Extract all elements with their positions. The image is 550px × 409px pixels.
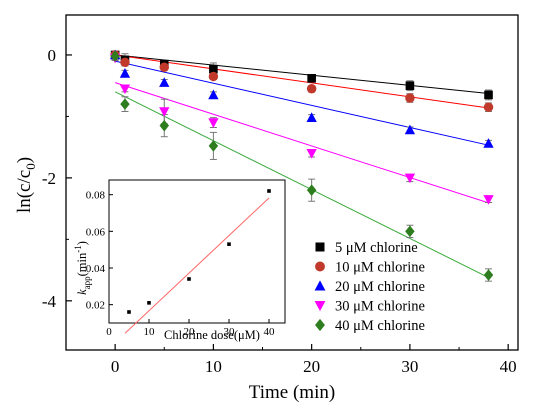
inset-y-tick-label: 0.08 <box>86 190 106 202</box>
fit-line-series-3 <box>115 60 489 146</box>
x-tick-label: 30 <box>401 357 418 376</box>
data-point-series-3 <box>483 138 494 148</box>
main-plot-frame <box>65 14 519 351</box>
inset-y-axis-title: kapp(min-1) <box>73 241 92 295</box>
data-point-series-2 <box>306 84 317 94</box>
inset-x-tick-label: 40 <box>264 326 276 338</box>
inset-data-point <box>227 242 231 246</box>
legend-label-1: 5 μM chlorine <box>335 240 418 256</box>
fit-line-series-2 <box>115 54 489 109</box>
legend-label-3: 20 μM chlorine <box>335 279 425 295</box>
legend-marker-2 <box>315 261 325 272</box>
data-point-series-4 <box>119 84 131 95</box>
inset-axis-ticks: 0 10 20 30 40 0.02 0.04 0.06 0.08 <box>86 190 275 338</box>
data-point-series-2 <box>120 57 130 68</box>
inset-y-tick-label: 0.02 <box>86 300 105 312</box>
fit-line-series-4 <box>114 82 489 204</box>
inset-x-axis-title: Chlorine dose(μM) <box>164 328 260 342</box>
x-tick-label: 10 <box>205 357 222 376</box>
inset-fit-line <box>124 197 270 334</box>
data-point-series-5 <box>120 98 130 110</box>
inset-x-tick-label: 0 <box>106 326 112 338</box>
legend-marker-1 <box>315 242 325 252</box>
data-point-series-3 <box>208 89 219 100</box>
data-point-series-3 <box>159 77 170 87</box>
inset-plot-frame <box>108 179 286 324</box>
inset-y-tick-label: 0.06 <box>86 226 106 238</box>
legend-marker-5 <box>315 318 325 332</box>
data-point-series-5 <box>159 119 169 132</box>
y-tick-label: 0 <box>48 46 57 65</box>
fit-line-series-5 <box>114 91 489 278</box>
data-point-series-1 <box>405 81 415 90</box>
main-fit-lines <box>114 54 489 278</box>
data-point-series-5 <box>483 269 494 281</box>
inset-chart: 0 10 20 30 40 0.02 0.04 0.06 0.08 Chlorine dose(… <box>73 179 286 342</box>
inset-x-tick-label: 10 <box>144 326 156 338</box>
data-point-series-1 <box>209 64 218 74</box>
data-point-series-5 <box>306 184 317 196</box>
data-point-series-2 <box>159 62 169 72</box>
inset-y-title-base: k <box>75 289 89 295</box>
inset-data-point <box>187 277 191 281</box>
data-point-series-1 <box>484 90 493 100</box>
data-point-series-4 <box>159 107 170 117</box>
inset-data-point <box>127 310 131 314</box>
data-point-series-5 <box>405 225 415 238</box>
x-tick-label: 20 <box>303 357 320 376</box>
legend-marker-4 <box>314 301 326 312</box>
data-point-series-2 <box>483 102 494 112</box>
legend-label-2: 10 μM chlorine <box>335 260 425 276</box>
data-point-series-3 <box>306 112 317 122</box>
data-point-series-2 <box>208 71 219 82</box>
data-point-series-5 <box>110 50 120 62</box>
inset-y-title-close: ) <box>75 241 89 245</box>
data-point-series-2 <box>405 93 415 103</box>
data-point-series-4 <box>483 195 494 205</box>
inset-y-tick-label: 0.04 <box>86 263 106 275</box>
data-point-series-4 <box>404 173 416 184</box>
legend-label-4: 30 μM chlorine <box>335 299 425 315</box>
inset-y-title-tail: (min <box>75 252 89 276</box>
data-point-series-4 <box>208 118 219 128</box>
inset-x-tick-label: 20 <box>184 326 196 338</box>
inset-data-point <box>147 301 151 305</box>
data-point-series-5 <box>208 140 219 152</box>
legend: 5 μM chlorine 10 μM chlorine 20 μM chlorin… <box>314 240 425 334</box>
legend-label-5: 40 μM chlorine <box>335 318 425 334</box>
x-axis-title: Time (min) <box>249 382 335 403</box>
inset-y-title-sup: -1 <box>73 245 83 253</box>
y-axis-title-base: ln(c/c <box>14 170 35 213</box>
y-tick-label: -4 <box>42 292 57 311</box>
data-point-series-4 <box>306 149 317 159</box>
y-axis-title-tail: ) <box>14 157 35 163</box>
inset-data-point <box>267 189 271 193</box>
main-chart: 0 10 20 30 400-2-4 Time (min) ln(c/c0) <box>14 14 519 403</box>
inset-data-points <box>127 189 271 314</box>
y-axis-title-sub: 0 <box>23 163 38 170</box>
main-data-points <box>109 49 494 281</box>
data-point-series-3 <box>119 68 131 78</box>
y-tick-label: -2 <box>42 169 56 188</box>
main-axis-ticks: 0 10 20 30 40 0 -2 -4 <box>42 46 517 376</box>
data-point-series-1 <box>307 74 316 83</box>
x-tick-label: 40 <box>500 357 517 376</box>
inset-x-tick-label: 30 <box>224 326 236 338</box>
x-tick-label: 0 <box>111 357 120 376</box>
y-axis-title: ln(c/c0) <box>14 157 38 213</box>
inset-y-title-sub: app <box>82 276 92 289</box>
inset-fit-line <box>124 197 270 334</box>
fit-line-series-1 <box>115 54 489 94</box>
legend-marker-3 <box>314 280 326 291</box>
data-point-series-3 <box>404 124 416 135</box>
